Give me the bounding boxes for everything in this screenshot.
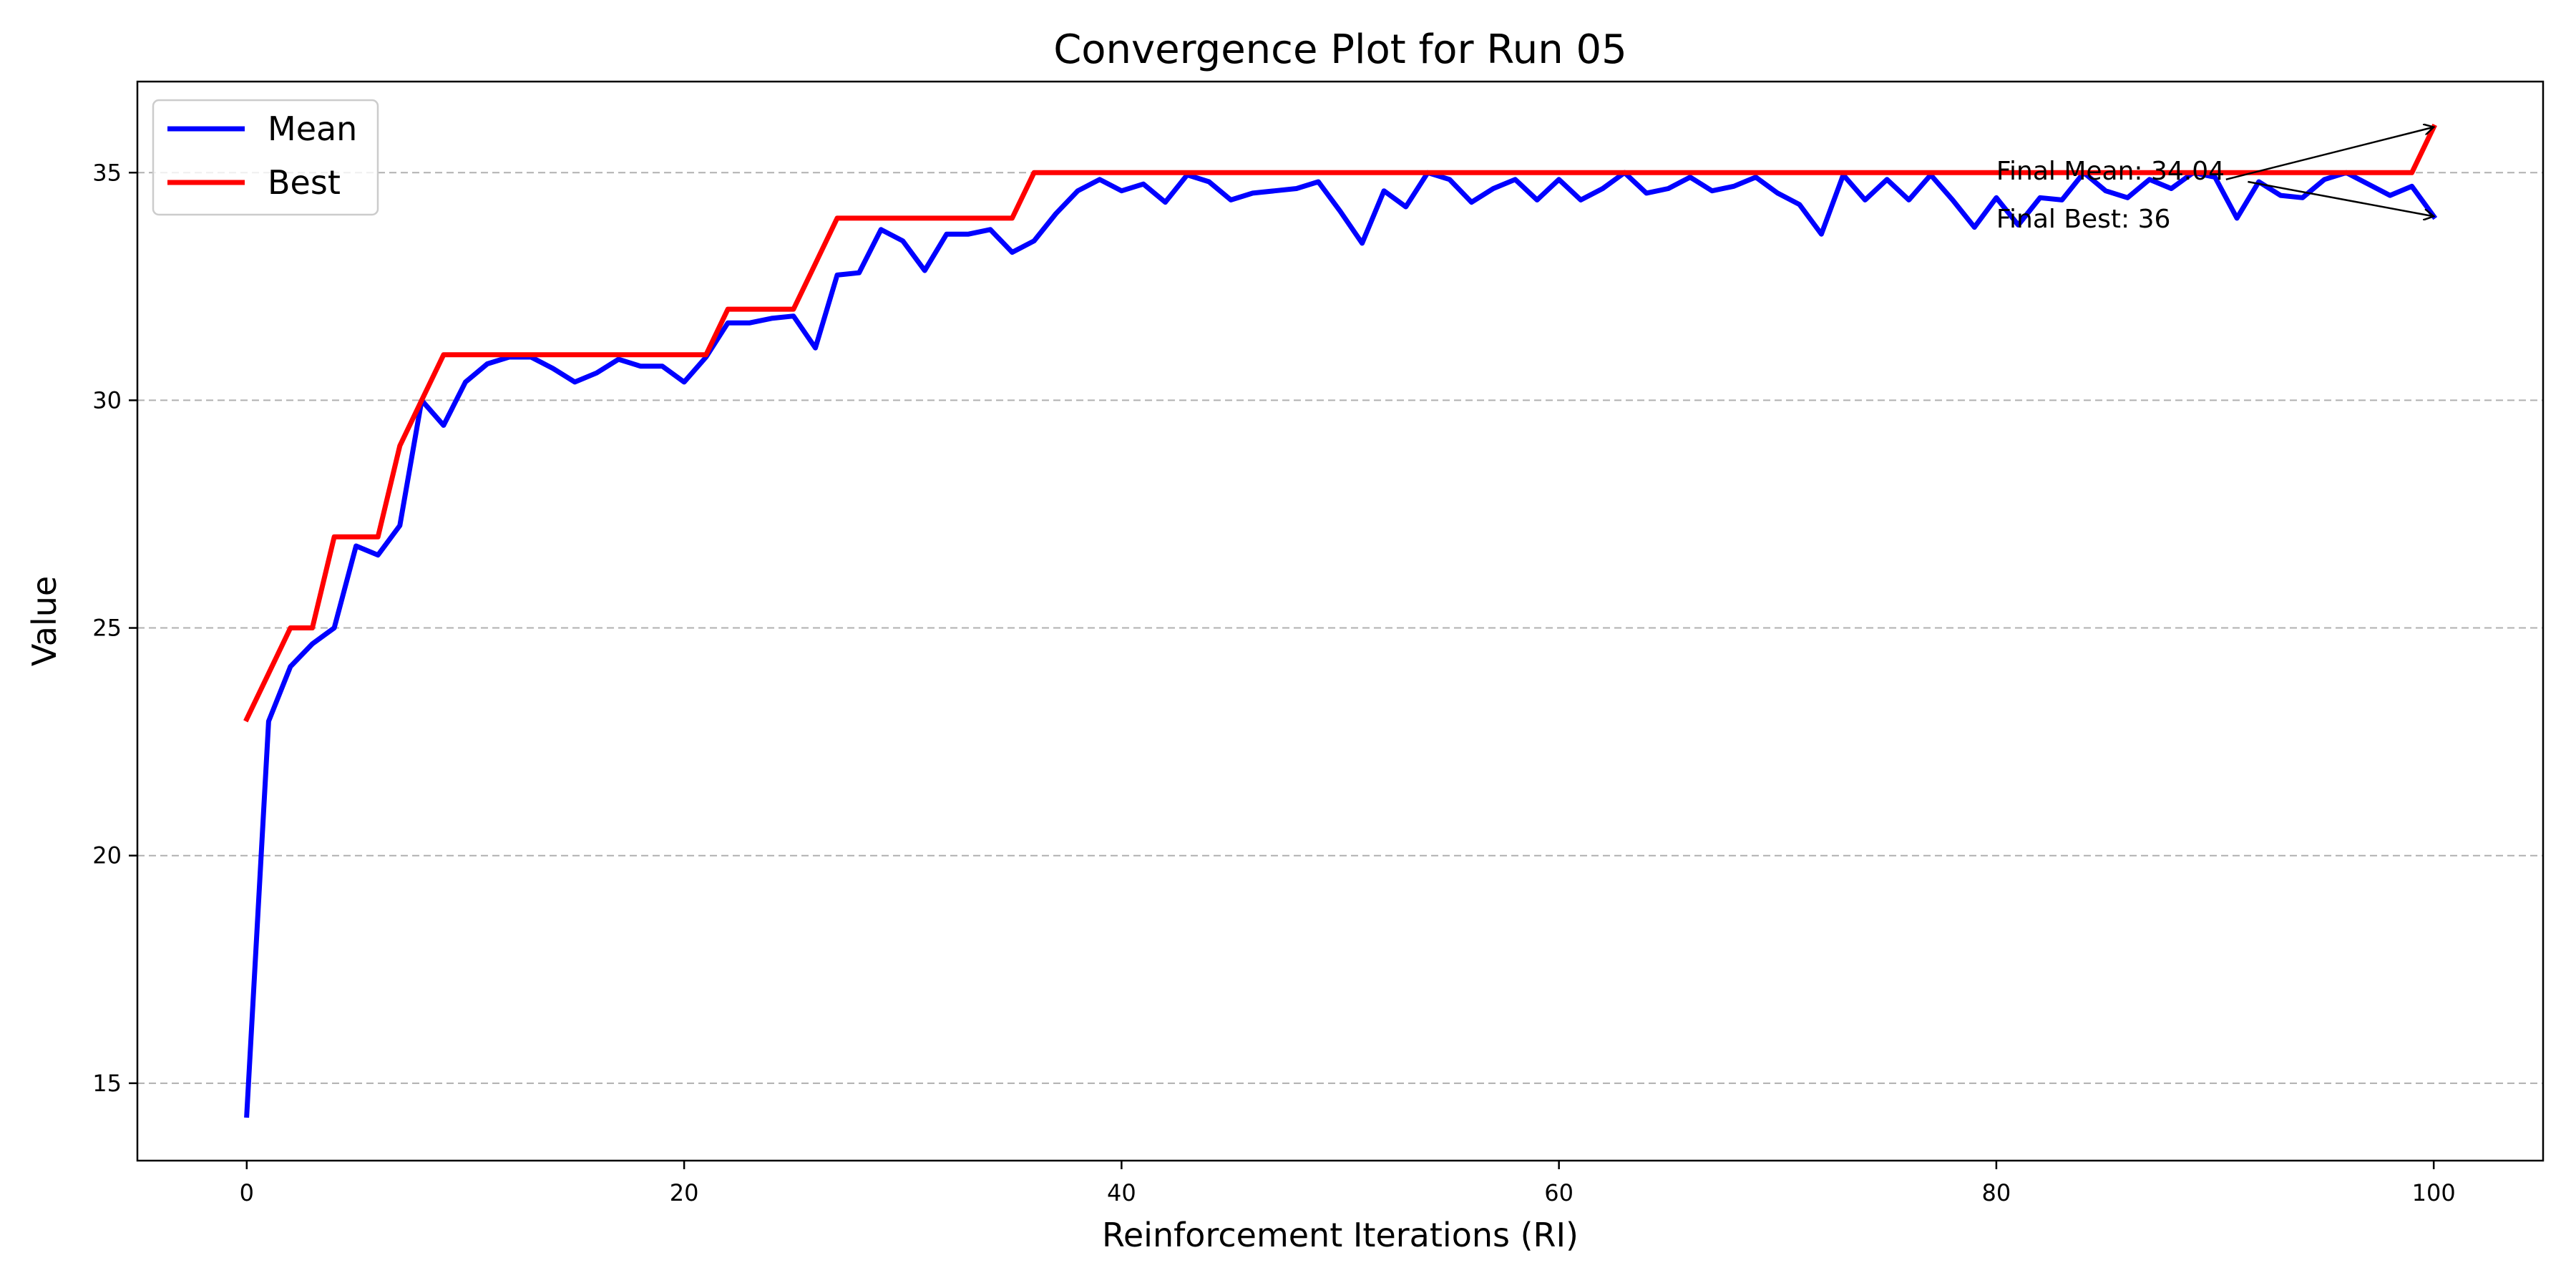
annotations: Final Mean: 34.04 Final Best: 36 [1996, 127, 2434, 234]
y-tick-label: 25 [92, 615, 122, 642]
y-axis-title: Value [25, 576, 64, 666]
x-tick-label: 100 [2412, 1179, 2456, 1206]
annotation-label: Final Best: 36 [1996, 205, 2171, 234]
annotation-arrow [2225, 127, 2434, 181]
x-tick-label: 20 [670, 1179, 699, 1206]
annotation-arrow [2248, 180, 2434, 216]
y-tick-label: 20 [92, 842, 122, 869]
series-lines [243, 123, 2438, 1118]
series-line-best [243, 123, 2437, 723]
plot-frame [136, 80, 2545, 1162]
x-tick-label: 0 [240, 1179, 254, 1206]
annotation-label: Final Mean: 34.04 [1996, 157, 2225, 186]
x-tick-label: 40 [1107, 1179, 1136, 1206]
legend-label-mean: Mean [268, 109, 357, 148]
y-tick-label: 15 [92, 1070, 122, 1097]
y-tick-label: 35 [92, 159, 122, 186]
x-axis-ticks: 0 20 40 60 80 100 [240, 1161, 2456, 1206]
x-tick-label: 80 [1982, 1179, 2011, 1206]
chart-title: Convergence Plot for Run 05 [1053, 26, 1627, 73]
y-tick-label: 30 [92, 386, 122, 414]
x-axis-title: Reinforcement Iterations (RI) [1102, 1216, 1579, 1254]
x-tick-label: 60 [1544, 1179, 1574, 1206]
y-axis-ticks: 15 20 25 30 35 [92, 159, 137, 1097]
series-line-mean [244, 170, 2438, 1118]
legend-label-best: Best [268, 163, 341, 202]
legend: Mean Best [152, 99, 379, 216]
